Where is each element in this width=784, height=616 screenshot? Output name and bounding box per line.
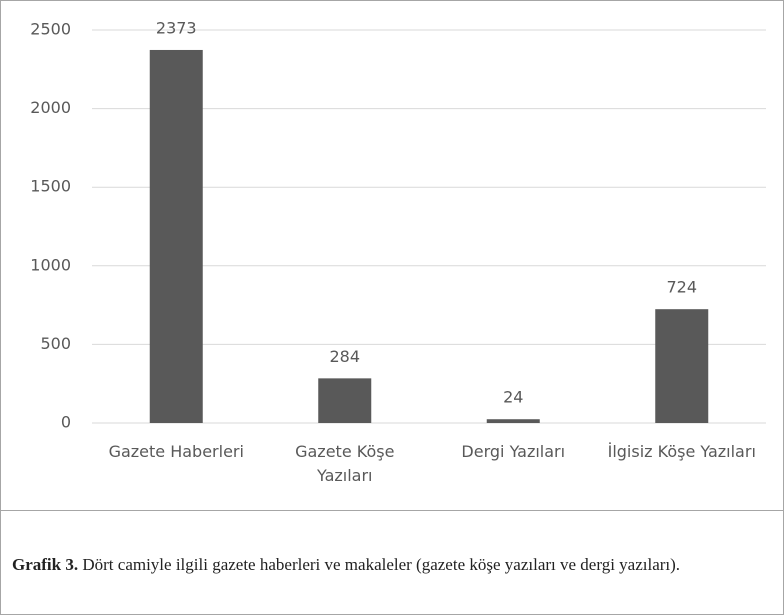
bar [318, 378, 372, 423]
bar [486, 419, 540, 423]
y-tick-label: 1500 [30, 177, 71, 196]
data-label: 724 [666, 278, 697, 297]
x-tick-label: İlgisiz Köşe Yazıları [607, 442, 756, 461]
data-label: 2373 [156, 18, 197, 37]
bar [149, 49, 203, 423]
y-tick-label: 500 [40, 334, 71, 353]
caption-label: Grafik 3. [12, 555, 79, 574]
data-label: 284 [329, 347, 360, 366]
chart-frame: 0 500 1000 1500 2000 2500 2373 284 24 724 Gazete … [0, 0, 784, 511]
x-tick-label: Gazete Haberleri [108, 442, 244, 461]
caption-frame: Grafik 3. Dört camiyle ilgili gazete hab… [0, 511, 784, 615]
y-tick-label: 0 [61, 413, 71, 432]
caption: Grafik 3. Dört camiyle ilgili gazete hab… [12, 553, 780, 577]
y-tick-label: 2500 [30, 20, 71, 39]
y-tick-label: 2000 [30, 98, 71, 117]
chart: 0 500 1000 1500 2000 2500 2373 284 24 724 [30, 18, 766, 432]
bar [655, 309, 709, 423]
x-tick-label: Dergi Yazıları [461, 442, 566, 461]
y-tick-label: 1000 [30, 255, 71, 274]
x-tick-label: Gazete Köşe Yazıları [295, 442, 395, 485]
caption-text: Dört camiyle ilgili gazete haberleri ve … [78, 555, 681, 574]
data-label: 24 [503, 388, 523, 407]
